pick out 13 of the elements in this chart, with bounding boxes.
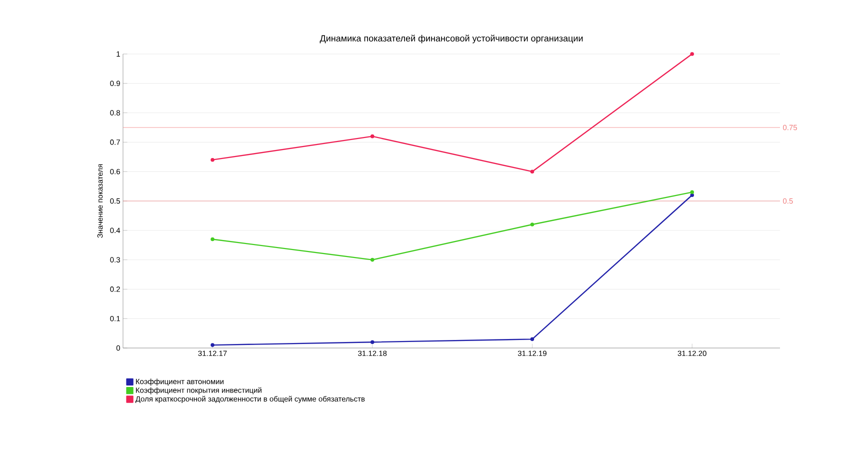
chart-title: Динамика показателей финансовой устойчивости организации bbox=[320, 34, 583, 44]
point bbox=[530, 337, 534, 342]
point bbox=[530, 222, 534, 226]
point bbox=[210, 343, 214, 347]
point bbox=[370, 258, 374, 262]
point bbox=[690, 52, 694, 56]
point bbox=[370, 134, 374, 138]
point bbox=[530, 170, 534, 174]
point bbox=[210, 237, 214, 242]
point bbox=[370, 340, 374, 344]
point bbox=[210, 158, 214, 162]
point bbox=[690, 193, 694, 198]
point bbox=[690, 190, 694, 194]
